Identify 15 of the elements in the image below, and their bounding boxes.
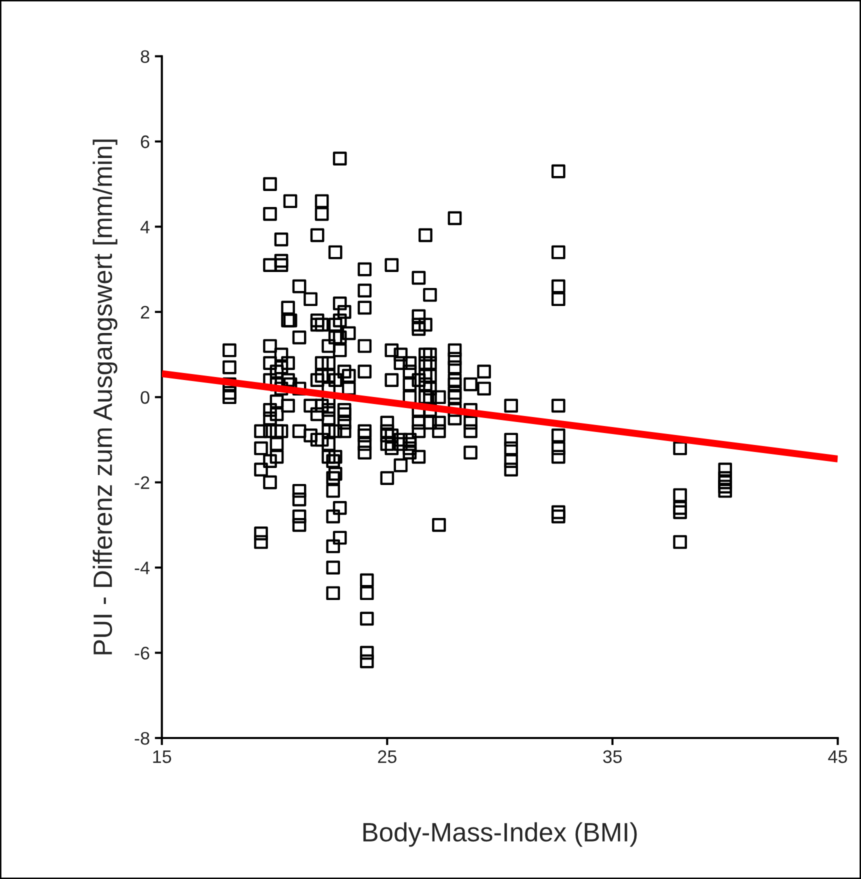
x-axis-title: Body-Mass-Index (BMI) <box>363 822 637 847</box>
y-axis-title: PUI - Differenz zum Ausgangswert [mm/min] <box>92 140 118 654</box>
x-tick-label: 45 <box>828 750 848 764</box>
x-tick-label: 35 <box>603 750 622 764</box>
y-tick-label: -4 <box>134 562 150 574</box>
y-tick-label: 6 <box>140 135 150 148</box>
y-tick-label: -6 <box>134 646 150 660</box>
x-tick-label: 25 <box>378 750 396 764</box>
y-tick-label: 0 <box>140 391 150 404</box>
y-tick-label: 4 <box>140 220 150 234</box>
x-tick-label: 15 <box>153 750 172 764</box>
y-tick-label: -2 <box>134 476 150 489</box>
y-tick-label: -8 <box>134 732 150 745</box>
y-tick-label: 2 <box>140 306 150 318</box>
y-tick-label: 8 <box>140 50 150 63</box>
